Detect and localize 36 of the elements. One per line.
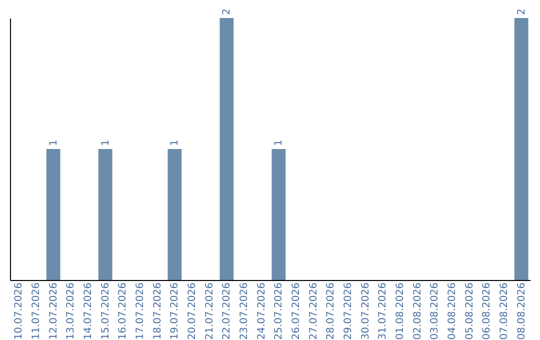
x-tick-label: 20.07.2026 <box>187 282 198 340</box>
x-tick-label: 04.08.2026 <box>447 282 458 340</box>
x-tick-label: 10.07.2026 <box>14 282 25 340</box>
x-tick-label: 18.07.2026 <box>152 282 164 340</box>
data-label: 1 <box>274 140 285 146</box>
x-tick-label: 29.07.2026 <box>343 282 354 340</box>
x-tick-label: 12.07.2026 <box>48 282 60 340</box>
x-tick-label: 15.07.2026 <box>100 282 112 340</box>
data-label: 1 <box>48 140 60 146</box>
x-tick-label: 25.07.2026 <box>274 282 285 340</box>
x-tick-label: 24.07.2026 <box>256 282 268 340</box>
x-tick-label: 22.07.2026 <box>222 282 233 340</box>
x-tick-label: 01.08.2026 <box>395 282 406 340</box>
x-tick-label: 17.07.2026 <box>135 282 146 340</box>
x-tick-label: 07.08.2026 <box>499 282 510 340</box>
x-tick-label: 16.07.2026 <box>118 282 129 340</box>
data-label: 1 <box>100 140 112 146</box>
x-tick-label: 03.08.2026 <box>430 282 441 340</box>
x-tick-label: 14.07.2026 <box>83 282 94 340</box>
x-tick-label: 11.07.2026 <box>31 282 42 340</box>
x-tick-label: 21.07.2026 <box>204 282 216 340</box>
x-tick-label: 19.07.2026 <box>170 282 181 340</box>
x-tick-label: 13.07.2026 <box>66 282 77 340</box>
x-tick-label: 27.07.2026 <box>308 282 320 340</box>
data-label: 2 <box>516 8 528 15</box>
x-tick-label: 26.07.2026 <box>291 282 302 340</box>
data-label: 1 <box>170 140 181 146</box>
x-tick-label: 30.07.2026 <box>360 282 372 340</box>
data-label: 2 <box>222 8 233 15</box>
x-tick-label: 08.08.2026 <box>516 282 528 340</box>
x-tick-label: 02.08.2026 <box>412 282 424 340</box>
x-tick-label: 06.08.2026 <box>482 282 493 340</box>
x-tick-label: 28.07.2026 <box>326 282 337 340</box>
x-tick-label: 05.08.2026 <box>464 282 476 340</box>
x-tick-label: 23.07.2026 <box>239 282 250 340</box>
x-tick-label: 31.07.2026 <box>378 282 389 340</box>
